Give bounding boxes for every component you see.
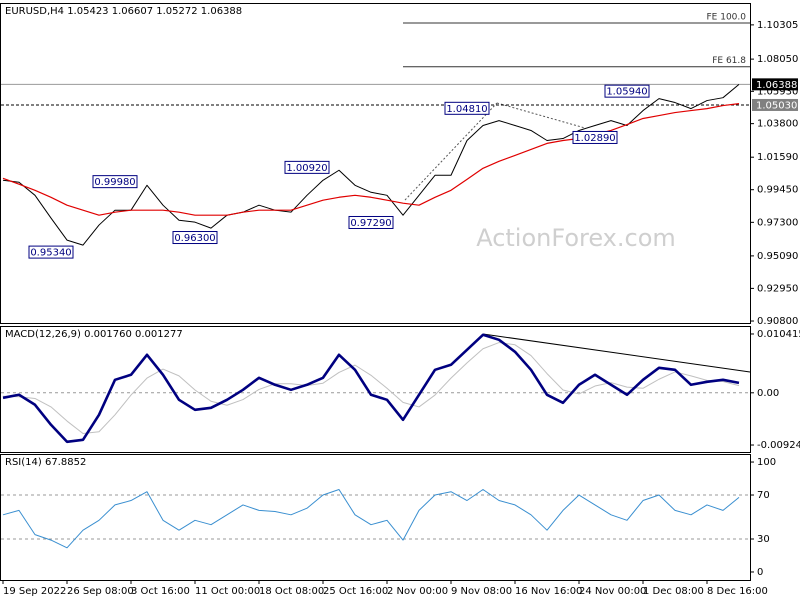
rsi-panel	[0, 454, 751, 581]
series-line	[2, 103, 740, 216]
x-tick-label: 19 Sep 2022	[3, 586, 66, 597]
series-line	[2, 489, 740, 549]
x-tick-label: 1 Dec 08:00	[643, 586, 704, 597]
y-tick-label: 0.00	[757, 388, 779, 399]
y-tick-label: 0	[757, 567, 763, 578]
panel-title: EURUSD,H4 1.05423 1.06607 1.05272 1.0638…	[5, 6, 242, 17]
annotation-text: 1.00920	[286, 163, 327, 174]
y-tick-label: 0.99450	[757, 185, 798, 196]
price-box	[752, 78, 798, 91]
x-tick-label: 11 Oct 00:00	[195, 586, 260, 597]
annotation-box	[444, 101, 490, 115]
y-tick-label: 1.10305	[757, 20, 798, 31]
annotation-box	[572, 130, 618, 144]
annotation-box	[28, 245, 74, 259]
annotation-box	[348, 215, 394, 229]
x-tick-label: 18 Oct 08:00	[259, 586, 324, 597]
y-tick-label: 0.90800	[757, 316, 798, 327]
x-tick-label: 16 Nov 16:00	[515, 586, 582, 597]
price-box	[752, 98, 798, 111]
x-tick-label: 3 Oct 16:00	[131, 586, 190, 597]
price-box-label: 1.05030	[756, 100, 797, 111]
y-tick-label: 0.97300	[757, 217, 798, 228]
y-tick-label: -0.009244	[757, 440, 800, 451]
y-tick-label: 70	[757, 490, 770, 501]
y-tick-label: 100	[757, 457, 776, 468]
annotation-text: 0.95340	[30, 248, 71, 259]
x-tick-label: 24 Nov 00:00	[579, 586, 646, 597]
fe-label: FE 61.8	[712, 56, 746, 66]
price-panel	[0, 3, 751, 324]
y-tick-label: 0.010415	[757, 329, 800, 340]
x-tick-label: 25 Oct 16:00	[323, 586, 388, 597]
annotation-box	[92, 175, 138, 189]
y-tick-label: 30	[757, 534, 770, 545]
annotation-box	[284, 160, 330, 174]
series-line	[2, 342, 740, 434]
x-tick-label: 9 Nov 08:00	[451, 586, 512, 597]
annotation-text: 1.02890	[574, 133, 615, 144]
fe-label: FE 100.0	[707, 12, 747, 22]
series-line	[2, 83, 740, 246]
annotation-text: 1.05940	[606, 87, 647, 98]
y-tick-label: 1.05930	[757, 86, 798, 97]
x-tick-label: 26 Sep 08:00	[67, 586, 134, 597]
y-tick-label: 0.95090	[757, 251, 798, 262]
panel-title: MACD(12,26,9) 0.001760 0.001277	[5, 329, 183, 340]
annotation-box	[604, 84, 650, 98]
watermark: ActionForex.com	[476, 224, 676, 252]
price-box-label: 1.06388	[756, 80, 797, 91]
annotation-box	[172, 231, 218, 245]
macd-panel	[0, 326, 751, 453]
series-line	[2, 333, 740, 444]
trend-line	[496, 102, 586, 129]
y-tick-label: 1.08050	[757, 54, 798, 65]
panel-title: RSI(14) 67.8852	[5, 457, 86, 468]
y-tick-label: 1.03800	[757, 119, 798, 130]
annotation-text: 1.04810	[446, 104, 487, 115]
macd-trend-line	[482, 333, 751, 373]
x-tick-label: 2 Nov 00:00	[387, 586, 448, 597]
y-tick-label: 1.01590	[757, 152, 798, 163]
y-tick-label: 0.92950	[757, 283, 798, 294]
x-tick-label: 8 Dec 16:00	[707, 586, 768, 597]
annotation-text: 0.99980	[94, 177, 135, 188]
annotation-text: 0.97290	[350, 218, 391, 229]
annotation-text: 0.96300	[174, 233, 215, 244]
